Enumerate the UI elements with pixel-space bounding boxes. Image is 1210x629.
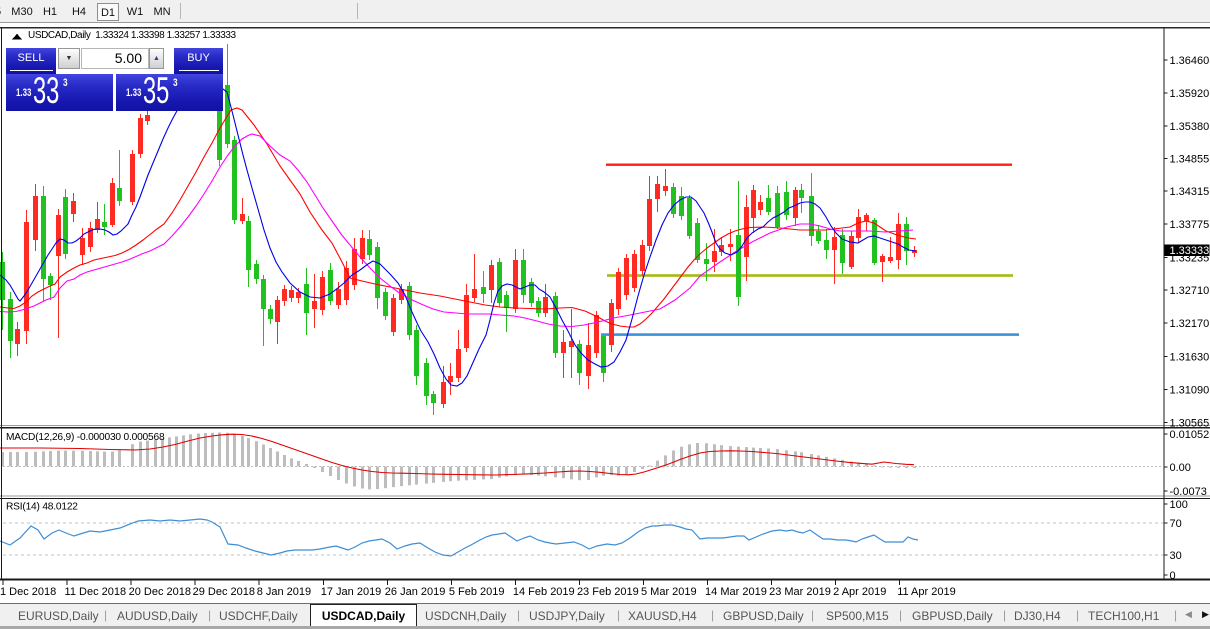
svg-text:14 Feb 2019: 14 Feb 2019: [513, 586, 575, 598]
svg-text:5 Mar 2019: 5 Mar 2019: [641, 586, 697, 598]
svg-text:1.33333: 1.33333: [1170, 245, 1210, 257]
svg-text:17 Jan 2019: 17 Jan 2019: [321, 586, 382, 598]
svg-text:29 Dec 2018: 29 Dec 2018: [193, 586, 255, 598]
svg-text:1.32170: 1.32170: [1170, 318, 1210, 330]
svg-text:30: 30: [1170, 550, 1182, 562]
svg-text:1 Dec 2018: 1 Dec 2018: [0, 586, 56, 598]
svg-text:-0.0073: -0.0073: [1170, 486, 1207, 498]
svg-text:MACD(12,26,9) -0.000030 0.0005: MACD(12,26,9) -0.000030 0.000568: [6, 432, 165, 443]
svg-text:23 Feb 2019: 23 Feb 2019: [577, 586, 639, 598]
svg-text:26 Jan 2019: 26 Jan 2019: [385, 586, 446, 598]
svg-text:1.31630: 1.31630: [1170, 352, 1210, 364]
svg-text:70: 70: [1170, 518, 1182, 530]
svg-text:1.32710: 1.32710: [1170, 285, 1210, 297]
svg-text:RSI(14) 48.0122: RSI(14) 48.0122: [6, 502, 78, 513]
svg-text:14 Mar 2019: 14 Mar 2019: [705, 586, 767, 598]
svg-text:0.00: 0.00: [1170, 462, 1191, 474]
svg-text:1.34855: 1.34855: [1170, 154, 1210, 166]
svg-text:5 Feb 2019: 5 Feb 2019: [449, 586, 505, 598]
svg-text:0.010525: 0.010525: [1170, 429, 1210, 441]
svg-text:11 Dec 2018: 11 Dec 2018: [65, 586, 127, 598]
svg-text:11 Apr 2019: 11 Apr 2019: [897, 586, 956, 598]
svg-text:2 Apr 2019: 2 Apr 2019: [833, 586, 886, 598]
svg-text:1.35920: 1.35920: [1170, 88, 1210, 100]
svg-text:100: 100: [1170, 499, 1188, 511]
svg-text:1.31090: 1.31090: [1170, 385, 1210, 397]
svg-text:0: 0: [1170, 570, 1176, 582]
svg-text:1.30565: 1.30565: [1170, 418, 1210, 430]
svg-text:1.36460: 1.36460: [1170, 55, 1210, 67]
svg-text:1.34315: 1.34315: [1170, 186, 1210, 198]
svg-text:8 Jan 2019: 8 Jan 2019: [257, 586, 311, 598]
svg-text:23 Mar 2019: 23 Mar 2019: [769, 586, 831, 598]
svg-text:1.35380: 1.35380: [1170, 121, 1210, 133]
svg-text:1.33775: 1.33775: [1170, 219, 1210, 231]
svg-text:20 Dec 2018: 20 Dec 2018: [129, 586, 191, 598]
